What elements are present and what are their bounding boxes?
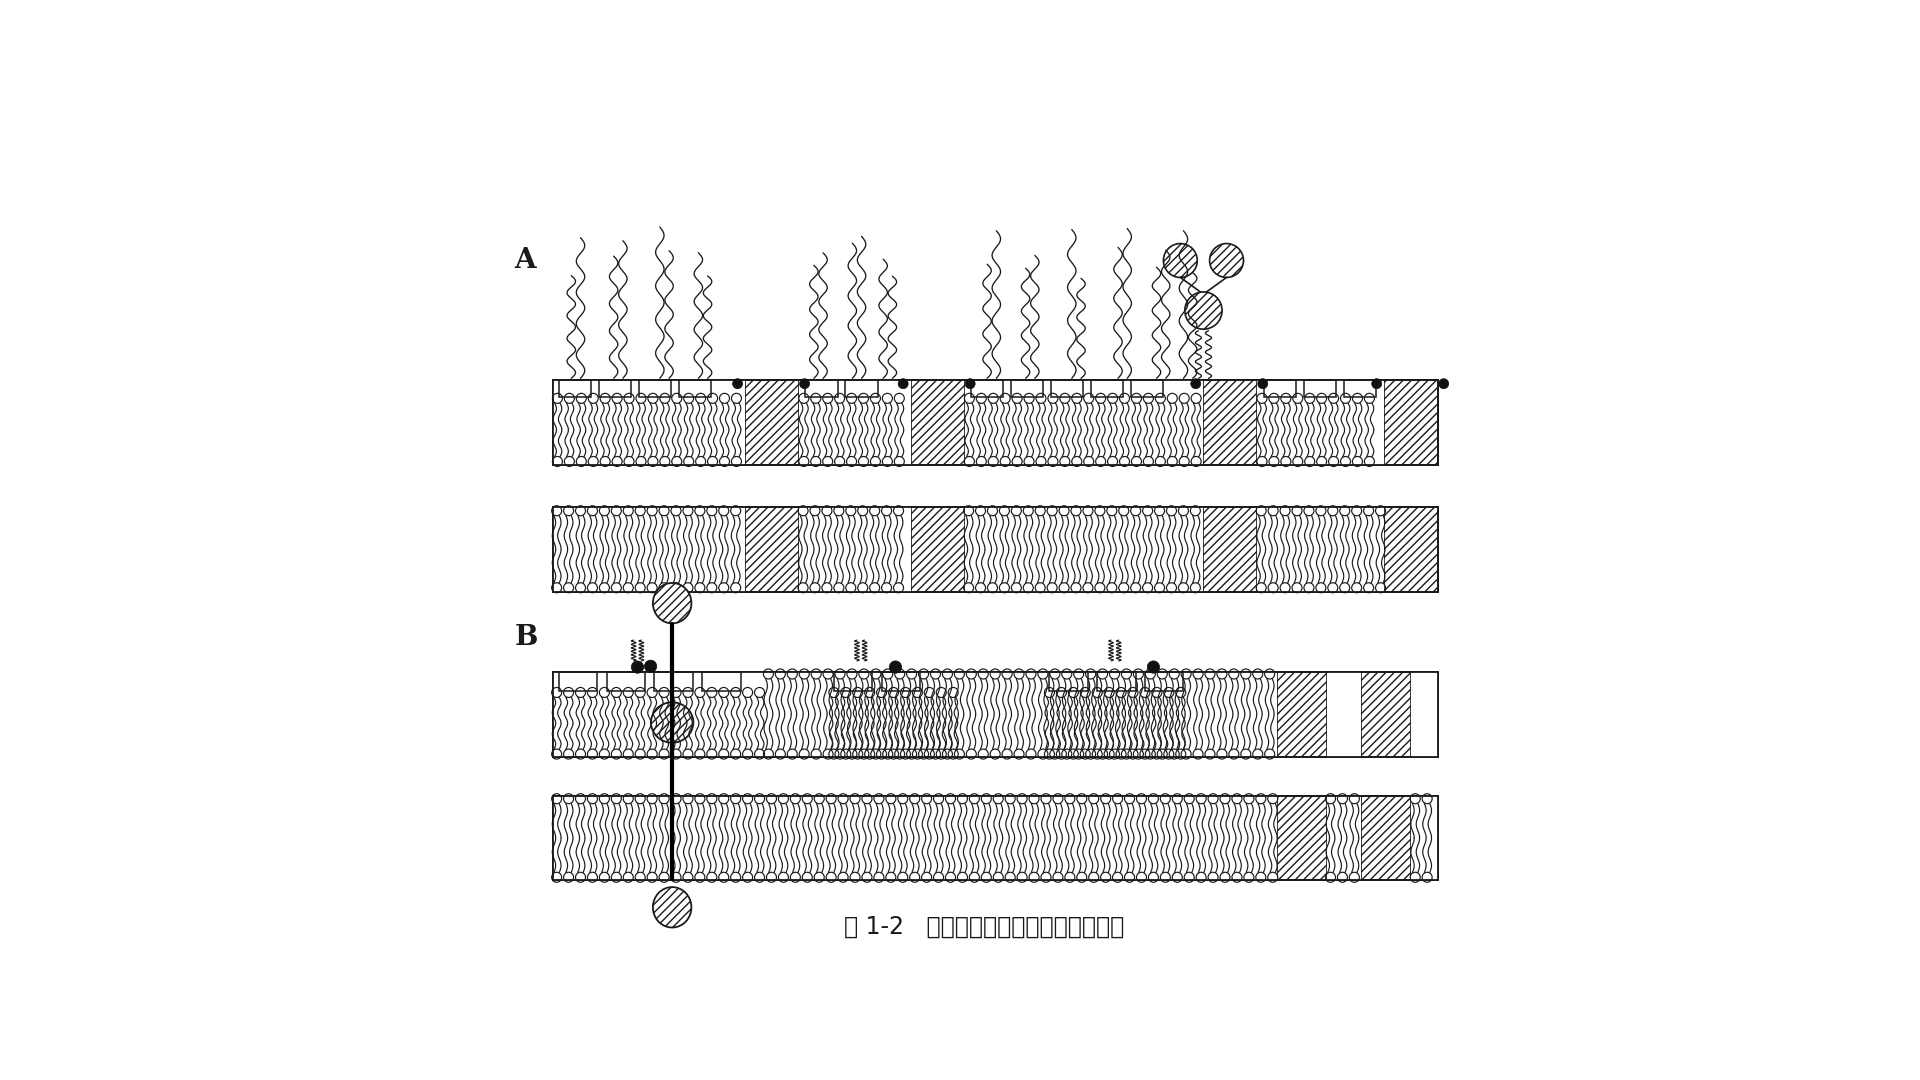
Bar bbox=[833, 673, 872, 691]
Bar bbox=[553, 507, 745, 592]
Bar bbox=[799, 380, 910, 464]
Bar bbox=[1384, 507, 1438, 592]
Bar bbox=[1050, 673, 1089, 691]
Bar bbox=[1384, 380, 1438, 464]
Bar bbox=[1204, 507, 1258, 592]
Bar bbox=[553, 673, 1277, 757]
Ellipse shape bbox=[1185, 292, 1223, 329]
Bar bbox=[1258, 507, 1384, 592]
Bar bbox=[1012, 380, 1043, 396]
Bar bbox=[553, 796, 1438, 880]
Bar bbox=[607, 673, 645, 691]
Bar bbox=[1277, 796, 1327, 880]
Ellipse shape bbox=[653, 583, 691, 623]
Circle shape bbox=[632, 661, 643, 673]
Bar bbox=[1411, 673, 1438, 757]
Bar bbox=[599, 380, 632, 396]
Bar bbox=[1327, 673, 1361, 757]
Bar bbox=[972, 380, 1004, 396]
Bar bbox=[553, 673, 1438, 757]
Circle shape bbox=[1371, 379, 1382, 389]
Circle shape bbox=[966, 379, 975, 389]
Bar bbox=[1411, 796, 1438, 880]
Bar bbox=[804, 380, 837, 396]
Bar bbox=[1277, 673, 1327, 757]
Bar bbox=[553, 507, 1438, 592]
Bar bbox=[1091, 380, 1123, 396]
Circle shape bbox=[889, 661, 902, 673]
Ellipse shape bbox=[651, 702, 693, 743]
Bar bbox=[910, 380, 964, 464]
Bar bbox=[845, 380, 877, 396]
Bar bbox=[1144, 673, 1183, 691]
Bar bbox=[655, 673, 693, 691]
Bar bbox=[553, 380, 1438, 464]
Bar bbox=[1361, 673, 1411, 757]
Ellipse shape bbox=[1164, 244, 1198, 278]
Bar bbox=[1131, 380, 1164, 396]
Circle shape bbox=[1258, 379, 1267, 389]
Bar bbox=[553, 796, 1438, 880]
Bar bbox=[703, 673, 741, 691]
Bar bbox=[1204, 380, 1258, 464]
Circle shape bbox=[1190, 379, 1200, 389]
Bar bbox=[553, 507, 1438, 592]
Circle shape bbox=[733, 379, 743, 389]
Bar bbox=[1344, 380, 1377, 396]
Circle shape bbox=[899, 379, 908, 389]
Ellipse shape bbox=[1210, 244, 1244, 278]
Bar bbox=[1096, 673, 1137, 691]
Bar bbox=[680, 380, 712, 396]
Bar bbox=[745, 380, 799, 464]
Bar bbox=[559, 380, 591, 396]
Circle shape bbox=[1438, 379, 1450, 389]
Circle shape bbox=[1148, 661, 1160, 673]
Bar bbox=[1327, 796, 1361, 880]
Bar bbox=[745, 507, 799, 592]
Bar bbox=[639, 380, 672, 396]
Bar bbox=[1050, 380, 1083, 396]
Bar bbox=[553, 380, 745, 464]
Bar bbox=[910, 507, 964, 592]
Bar bbox=[1304, 380, 1336, 396]
Bar bbox=[1361, 796, 1411, 880]
Bar bbox=[964, 380, 1204, 464]
Bar bbox=[964, 507, 1204, 592]
Bar bbox=[799, 507, 910, 592]
Bar bbox=[881, 673, 920, 691]
Ellipse shape bbox=[653, 887, 691, 928]
Bar bbox=[553, 673, 1438, 757]
Bar bbox=[1263, 380, 1296, 396]
Text: A: A bbox=[515, 247, 536, 274]
Circle shape bbox=[799, 379, 810, 389]
Text: 图 1-2   革兰氏阴性菌细胞壁外膜的构成: 图 1-2 革兰氏阴性菌细胞壁外膜的构成 bbox=[845, 915, 1123, 939]
Circle shape bbox=[645, 660, 657, 673]
Text: B: B bbox=[515, 624, 538, 651]
Bar bbox=[553, 796, 1277, 880]
Bar bbox=[559, 673, 597, 691]
Bar bbox=[553, 380, 1438, 464]
Bar bbox=[1258, 380, 1384, 464]
